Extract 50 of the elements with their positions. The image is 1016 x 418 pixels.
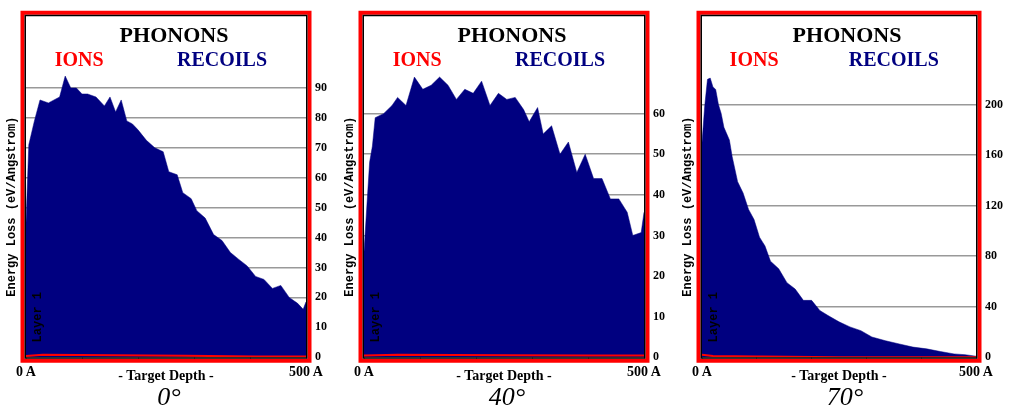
x-tick-label: 500 A [959, 364, 994, 380]
y-tick-label: 70 [315, 139, 327, 154]
text: 70° [826, 382, 864, 412]
y-tick-label: 60 [315, 169, 327, 184]
x-tick-label: 500 A [289, 364, 324, 380]
text: IONS [392, 48, 442, 71]
chart-title: PHONONS [792, 21, 902, 47]
series-label: RECOILS [514, 48, 606, 71]
x-tick-label: 0 A [354, 364, 375, 380]
y-tick-label: 80 [315, 110, 327, 124]
y-tick-label: 120 [985, 197, 1003, 212]
y-tick-label: 50 [315, 199, 327, 214]
y-tick-label: 30 [315, 259, 327, 274]
x-tick-label: 0 A [16, 364, 37, 380]
y-axis-title: Energy Loss (eV/Angstrom) [681, 116, 696, 297]
y-tick-label: 40 [985, 298, 997, 313]
text: IONS [729, 48, 779, 71]
chart-title: PHONONS [119, 21, 229, 47]
y-tick-label: 80 [985, 248, 997, 263]
x-tick-label: 500 A [627, 364, 662, 380]
y-tick-label: 0 [653, 349, 659, 364]
y-tick-label: 160 [985, 147, 1003, 162]
x-axis-title: - Target Depth - [791, 367, 887, 383]
y-tick-label: 20 [653, 268, 665, 283]
y-axis-title: Energy Loss (eV/Angstrom) [343, 116, 358, 297]
y-tick-label: 40 [315, 229, 327, 244]
text: IONS [54, 48, 104, 71]
text: RECOILS [848, 48, 939, 71]
x-axis-title: - Target Depth - [456, 367, 552, 383]
annotation: Layer 1 [31, 291, 46, 343]
y-tick-label: 20 [315, 289, 327, 304]
text: 0° [157, 382, 181, 412]
y-tick-label: 200 [985, 96, 1003, 111]
text: RECOILS [176, 48, 268, 71]
y-tick-label: 30 [653, 227, 665, 242]
y-tick-label: 0 [315, 349, 321, 364]
y-tick-label: 50 [653, 146, 665, 161]
y-axis-title: Energy Loss (eV/Angstrom) [5, 116, 20, 297]
x-tick-label: 0 A [692, 364, 713, 380]
y-tick-label: 0 [985, 349, 991, 364]
chart-title: PHONONS [457, 21, 567, 47]
y-tick-label: 40 [653, 186, 665, 201]
y-tick-label: 10 [315, 319, 327, 334]
x-axis-title: - Target Depth - [118, 367, 214, 383]
y-tick-label: 60 [653, 105, 665, 120]
annotation: Layer 1 [707, 291, 722, 343]
y-tick-label: 10 [653, 308, 665, 323]
text: 40° [488, 382, 526, 412]
annotation: Layer 1 [369, 291, 384, 343]
y-tick-label: 90 [315, 80, 327, 95]
